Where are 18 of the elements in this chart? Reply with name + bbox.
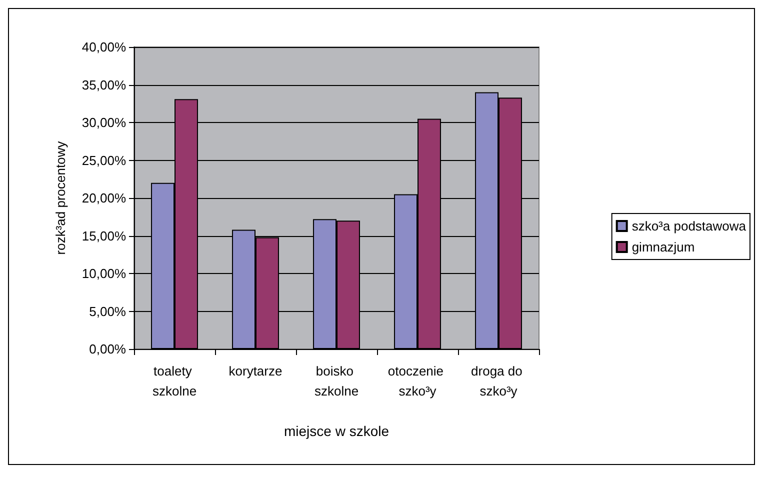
y-tick-label: 30,00% — [82, 115, 126, 130]
x-tick-label: toalety szkolne — [152, 364, 197, 398]
y-tick-label: 0,00% — [89, 342, 126, 356]
x-axis-title: miejsce w szkole — [284, 423, 390, 439]
y-tick-label: 20,00% — [82, 190, 126, 206]
y-tick-label: 10,00% — [82, 266, 126, 281]
y-tick-label: 5,00% — [89, 304, 126, 319]
legend-label: szko³a podstawowa — [632, 218, 747, 234]
y-tick-label: 40,00% — [82, 40, 126, 54]
y-tick-label: 25,00% — [82, 152, 126, 168]
x-tick-label: droga do szko³y — [471, 364, 526, 398]
x-tick-label: korytarze — [228, 364, 282, 378]
y-tick-label: 15,00% — [82, 228, 126, 244]
x-tick-label: boisko szkolne — [314, 364, 359, 398]
x-tick-label: otoczenie szko³y — [388, 364, 448, 398]
y-tick-label: 35,00% — [82, 77, 126, 92]
legend-label: gimnazjum — [632, 240, 695, 254]
y-axis-title: rozk³ad procentowy — [53, 140, 68, 255]
